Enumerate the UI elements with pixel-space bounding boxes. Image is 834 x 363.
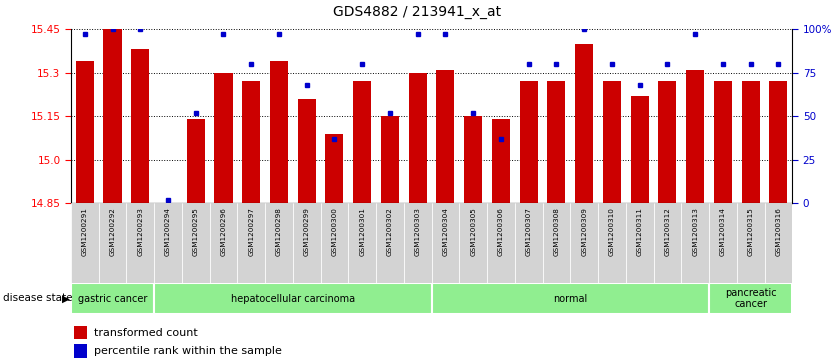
Bar [238,203,265,283]
Bar [376,203,404,283]
Bar [681,203,709,283]
Text: GSM1200301: GSM1200301 [359,207,365,256]
Bar [74,344,88,358]
Text: GSM1200299: GSM1200299 [304,207,309,256]
Bar [547,81,565,203]
Bar [187,119,205,203]
Bar [709,203,736,283]
Bar [686,70,704,203]
Bar [154,283,432,314]
Text: GSM1200311: GSM1200311 [636,207,643,256]
Bar [270,61,288,203]
Bar [71,203,98,283]
Bar [71,283,154,314]
Text: GSM1200314: GSM1200314 [720,207,726,256]
Bar [487,203,515,283]
Bar [465,116,482,203]
Bar [404,203,432,283]
Bar [293,203,320,283]
Bar [658,81,676,203]
Text: GSM1200295: GSM1200295 [193,207,198,256]
Bar [741,81,760,203]
Text: GSM1200312: GSM1200312 [665,207,671,256]
Bar [520,81,538,203]
Bar [98,203,127,283]
Bar [709,283,792,314]
Text: GSM1200291: GSM1200291 [82,207,88,256]
Bar [349,203,376,283]
Bar [242,81,260,203]
Text: GSM1200316: GSM1200316 [776,207,781,256]
Bar [182,203,209,283]
Text: normal: normal [553,294,587,303]
Text: GSM1200305: GSM1200305 [470,207,476,256]
Bar [209,203,238,283]
Text: hepatocellular carcinoma: hepatocellular carcinoma [231,294,355,303]
Bar [492,119,510,203]
Bar [765,203,792,283]
Bar [103,29,122,203]
Bar [354,81,371,203]
Text: disease state: disease state [3,293,72,303]
Bar [436,70,455,203]
Text: ▶: ▶ [62,293,70,303]
Text: GSM1200313: GSM1200313 [692,207,698,256]
Text: GSM1200310: GSM1200310 [609,207,615,256]
Text: GSM1200309: GSM1200309 [581,207,587,256]
Bar [159,203,177,209]
Bar [298,99,316,203]
Text: GSM1200300: GSM1200300 [331,207,338,256]
Text: GSM1200315: GSM1200315 [747,207,754,256]
Text: GDS4882 / 213941_x_at: GDS4882 / 213941_x_at [333,5,501,20]
Bar [626,203,654,283]
Text: GSM1200308: GSM1200308 [554,207,560,256]
Text: GSM1200296: GSM1200296 [220,207,227,256]
Bar [76,61,93,203]
Bar [570,203,598,283]
Text: GSM1200307: GSM1200307 [525,207,532,256]
Text: transformed count: transformed count [94,327,198,338]
Bar [736,203,765,283]
Text: percentile rank within the sample: percentile rank within the sample [94,346,282,356]
Text: GSM1200306: GSM1200306 [498,207,504,256]
Bar [131,49,149,203]
Bar [325,134,344,203]
Bar [460,203,487,283]
Text: GSM1200292: GSM1200292 [109,207,116,256]
Text: pancreatic
cancer: pancreatic cancer [725,288,776,309]
Bar [598,203,626,283]
Bar [265,203,293,283]
Text: GSM1200304: GSM1200304 [443,207,449,256]
Text: GSM1200303: GSM1200303 [414,207,420,256]
Bar [320,203,349,283]
Text: GSM1200293: GSM1200293 [138,207,143,256]
Text: GSM1200294: GSM1200294 [165,207,171,256]
Text: GSM1200298: GSM1200298 [276,207,282,256]
Bar [432,203,460,283]
Bar [214,73,233,203]
Text: GSM1200302: GSM1200302 [387,207,393,256]
Bar [154,203,182,283]
Text: gastric cancer: gastric cancer [78,294,147,303]
Bar [654,203,681,283]
Bar [543,203,570,283]
Bar [631,96,649,203]
Bar [770,81,787,203]
Bar [515,203,543,283]
Bar [74,326,88,339]
Bar [432,283,709,314]
Bar [381,116,399,203]
Bar [575,44,593,203]
Bar [603,81,621,203]
Bar [127,203,154,283]
Bar [409,73,427,203]
Text: GSM1200297: GSM1200297 [249,207,254,256]
Bar [714,81,732,203]
